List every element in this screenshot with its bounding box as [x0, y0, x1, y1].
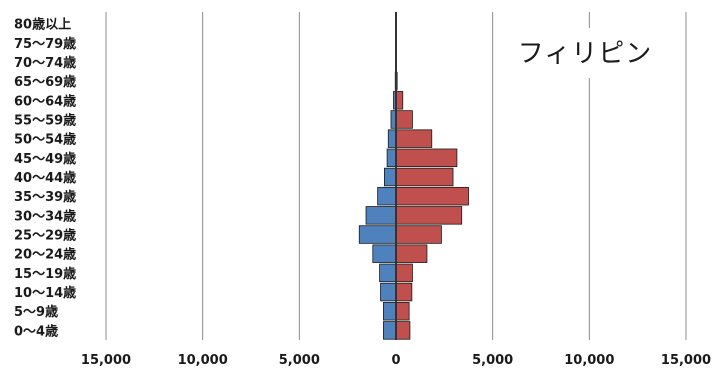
title-box	[505, 28, 665, 78]
bar-left	[365, 206, 397, 225]
y-tick-label: 30〜34歳	[14, 208, 76, 224]
bar-left	[383, 167, 397, 187]
y-tick-label: 0〜4歳	[14, 323, 58, 339]
bar-right	[395, 302, 410, 321]
bar-left	[386, 148, 397, 168]
bar-right	[395, 148, 458, 168]
y-tick-label: 70〜74歳	[14, 55, 76, 71]
y-tick-label: 10〜14歳	[14, 285, 76, 301]
x-tick-label: 15,000	[661, 353, 711, 368]
y-tick-label: 45〜49歳	[14, 151, 76, 167]
bar-right	[395, 129, 433, 148]
y-tick-label: 80歳以上	[14, 17, 71, 33]
chart-title: フィリピン	[518, 39, 652, 69]
y-tick-label: 55〜59歳	[14, 112, 76, 128]
y-tick-label: 40〜44歳	[14, 170, 76, 186]
bar-right	[395, 282, 413, 302]
bar-left	[379, 263, 397, 283]
bar-left	[372, 244, 397, 263]
y-tick-label: 25〜29歳	[14, 228, 76, 244]
bar-right	[395, 91, 404, 110]
bar-right	[395, 244, 428, 263]
bars	[358, 12, 469, 340]
y-axis-labels: 80歳以上 75〜79歳 70〜74歳 65〜69歳 60〜64歳 55〜59歳 50〜54…	[14, 17, 76, 340]
bar-right	[395, 225, 442, 244]
x-tick-label: 10,000	[178, 353, 228, 368]
bar-left	[377, 186, 397, 206]
x-axis-labels: 15,000 10,000 5,000 0 5,000 10,000 15,000	[81, 353, 711, 368]
bar-right	[395, 186, 469, 206]
bar-left	[383, 321, 397, 340]
y-tick-label: 50〜54歳	[14, 132, 76, 148]
y-tick-label: 5〜9歳	[14, 304, 58, 320]
y-tick-label: 65〜69歳	[14, 74, 76, 90]
bar-left	[383, 302, 397, 321]
bar-right	[395, 321, 411, 340]
x-tick-label: 5,000	[472, 353, 513, 368]
y-tick-label: 15〜19歳	[14, 266, 76, 282]
x-tick-label: 10,000	[564, 353, 614, 368]
bar-right	[395, 167, 454, 187]
bar-left	[387, 129, 397, 148]
bar-left	[380, 282, 397, 302]
bar-left	[358, 225, 397, 244]
bar-right	[395, 206, 463, 225]
y-tick-label: 75〜79歳	[14, 36, 76, 52]
y-tick-label: 35〜39歳	[14, 189, 76, 205]
bar-right	[395, 110, 413, 129]
x-tick-label: 5,000	[279, 353, 320, 368]
y-tick-label: 20〜24歳	[14, 247, 76, 263]
y-tick-label: 60〜64歳	[14, 93, 76, 109]
x-tick-label: 15,000	[81, 353, 131, 368]
bar-right	[395, 263, 413, 283]
x-tick-label: 0	[391, 353, 400, 368]
